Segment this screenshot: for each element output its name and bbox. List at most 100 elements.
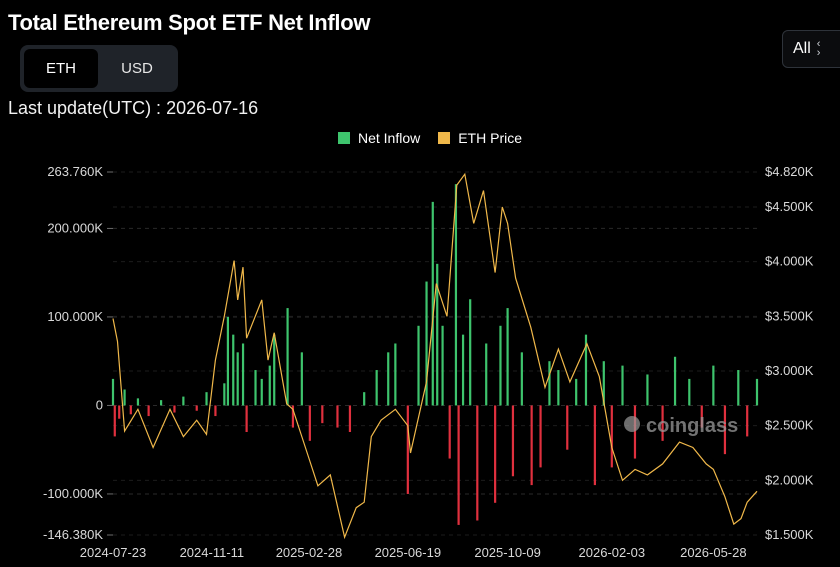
inflow-bar	[441, 325, 444, 406]
inflow-bar	[273, 334, 276, 406]
inflow-bar	[688, 378, 691, 406]
x-tick-label: 2024-11-11	[180, 545, 245, 560]
inflow-bar	[348, 405, 352, 432]
inflow-bar	[431, 201, 434, 406]
inflow-bar	[182, 396, 185, 406]
x-tick-label: 2025-02-28	[276, 545, 343, 560]
inflow-bar	[737, 370, 740, 406]
legend-label-net-inflow: Net Inflow	[357, 130, 421, 146]
inflow-bar	[223, 383, 226, 406]
left-tick-label: -100.000K	[43, 486, 103, 501]
inflow-bar	[454, 184, 458, 406]
unit-usd-button[interactable]: USD	[121, 60, 153, 77]
inflow-bar	[469, 299, 472, 406]
inflow-bar	[260, 378, 263, 406]
inflow-bar	[226, 316, 230, 406]
inflow-bar	[375, 370, 378, 406]
inflow-bar	[245, 405, 248, 432]
inflow-bar	[593, 405, 596, 486]
left-tick-label: 200.000K	[47, 220, 103, 235]
inflow-bar	[336, 405, 339, 428]
inflow-bar	[448, 405, 451, 459]
inflow-bar	[584, 334, 588, 406]
inflow-bar	[746, 405, 749, 437]
left-tick-label: -146.380K	[43, 527, 103, 542]
inflow-bar	[530, 405, 533, 486]
price-line	[112, 172, 758, 540]
inflow-bar	[566, 405, 569, 450]
inflow-bar	[394, 343, 397, 406]
chart-legend: Net Inflow ETH Price	[0, 130, 840, 146]
inflow-bar	[520, 352, 523, 406]
right-tick-label: $4.500K	[765, 199, 814, 214]
inflow-bar	[602, 361, 605, 406]
inflow-bar	[499, 325, 502, 406]
right-tick-label: $2.000K	[765, 472, 814, 487]
inflow-bar	[417, 325, 420, 406]
left-tick-label: 0	[96, 397, 103, 412]
right-tick-label: $4.820K	[765, 164, 814, 179]
legend-item-eth-price[interactable]: ETH Price	[438, 130, 522, 146]
inflow-bar	[723, 405, 727, 455]
inflow-bar	[539, 405, 542, 468]
right-tick-label: $1.500K	[765, 527, 814, 542]
unit-eth-button[interactable]: ETH	[24, 49, 98, 88]
inflow-bar	[308, 405, 311, 441]
unit-toggle: ETH USD	[20, 45, 178, 92]
inflow-bar	[195, 405, 198, 411]
chevron-updown-icon: ‹ ›	[816, 38, 821, 59]
right-axis-ticks: $4.820K $4.500K $4.000K $3.500K $3.000K $2.50…	[765, 164, 814, 542]
inflow-bar	[494, 405, 497, 503]
right-tick-label: $4.000K	[765, 254, 814, 269]
inflow-bar	[712, 365, 715, 406]
inflow-bar	[123, 389, 126, 406]
inflow-bar	[575, 378, 578, 406]
inflow-bar	[457, 405, 460, 525]
right-tick-label: $3.000K	[765, 363, 814, 378]
x-tick-label: 2024-07-23	[80, 545, 147, 560]
inflow-bar	[268, 365, 271, 406]
x-tick-label: 2025-10-09	[474, 545, 541, 560]
coinglass-watermark: coinglass	[624, 415, 738, 437]
inflow-bar	[300, 352, 303, 406]
last-update-text: Last update(UTC) : 2026-07-16	[8, 98, 259, 118]
inflow-bar	[159, 400, 163, 406]
left-tick-label: 263.760K	[47, 164, 103, 179]
range-select[interactable]: All ‹ ›	[782, 30, 840, 68]
left-tick-label: 100.000K	[47, 309, 103, 324]
inflow-bar	[485, 343, 488, 406]
x-axis-ticks: 2024-07-23 2024-11-11 2025-02-28 2025-06-19…	[80, 545, 747, 560]
coinglass-logo-icon	[624, 416, 640, 432]
range-select-value: All	[793, 40, 811, 57]
inflow-bar	[506, 308, 509, 406]
x-tick-label: 2026-02-03	[579, 545, 646, 560]
inflow-bar	[610, 405, 613, 468]
inflow-bar	[241, 343, 245, 406]
page-title: Total Ethereum Spot ETF Net Inflow	[8, 10, 371, 35]
inflow-bar	[406, 405, 409, 494]
inflow-bar	[254, 370, 257, 406]
coinglass-watermark-text: coinglass	[646, 415, 738, 437]
legend-item-net-inflow[interactable]: Net Inflow	[337, 130, 421, 146]
inflow-bar	[232, 334, 235, 406]
inflow-bar	[425, 281, 428, 406]
inflow-bar	[511, 405, 515, 477]
inflow-bar	[755, 378, 759, 406]
inflow-bar	[236, 352, 239, 406]
inflow-bar	[646, 374, 649, 406]
legend-swatch-eth-price	[438, 132, 451, 144]
inflow-bar	[661, 405, 664, 441]
inflow-bar	[136, 398, 140, 406]
inflow-bar	[633, 405, 637, 459]
eth-price-line	[112, 172, 758, 540]
inflow-bar	[387, 352, 390, 406]
inflow-bar	[476, 405, 479, 521]
inflow-bar	[286, 308, 289, 406]
inflow-bar	[214, 405, 217, 417]
legend-label-eth-price: ETH Price	[458, 130, 523, 146]
legend-swatch-net-inflow	[337, 132, 350, 144]
inflow-bar	[700, 405, 703, 428]
inflow-bar	[673, 356, 677, 406]
inflow-bar	[557, 370, 560, 406]
